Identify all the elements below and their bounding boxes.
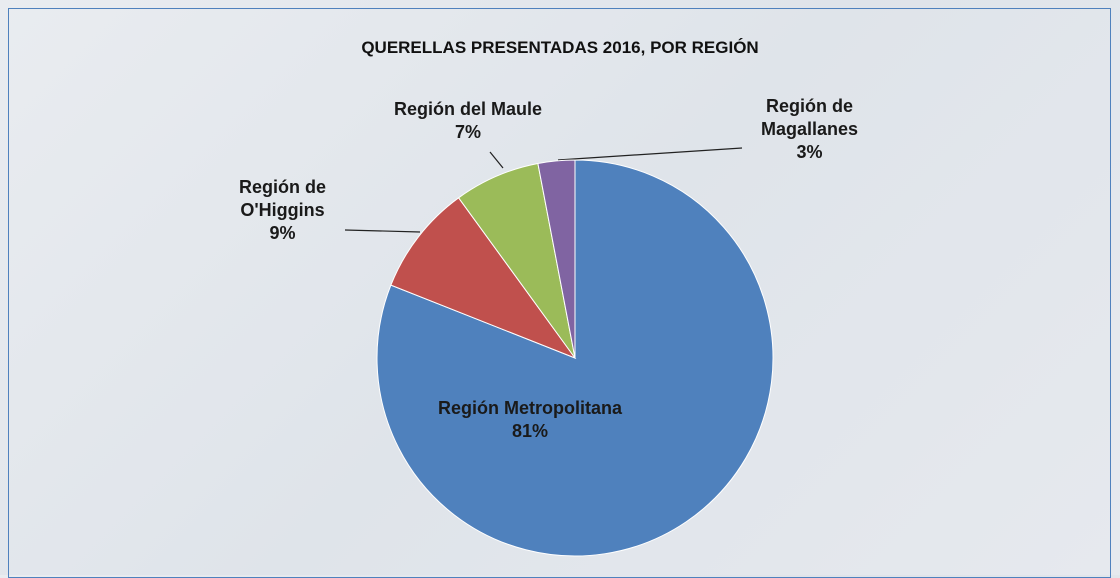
value-label: 9% (269, 223, 296, 243)
slice-label: Región de Magallanes 3% (742, 95, 877, 164)
chart-title: QUERELLAS PRESENTADAS 2016, POR REGIÓN (361, 38, 759, 57)
category-label: Región de Magallanes (760, 96, 859, 139)
category-label: Región Metropolitana (438, 398, 622, 418)
slice-label: Región Metropolitana 81% (400, 397, 660, 443)
category-label: Región de O'Higgins (238, 177, 326, 220)
pie-slice (537, 159, 576, 359)
pie-slice (390, 197, 577, 360)
leader-line (344, 229, 421, 233)
slice-label: Región de O'Higgins 9% (220, 176, 345, 245)
value-label: 81% (511, 421, 549, 441)
value-label: 7% (454, 122, 481, 142)
value-label: 3% (796, 142, 823, 162)
leader-line (489, 151, 504, 169)
category-label: Región del Maule (393, 99, 543, 119)
leader-line (557, 147, 743, 161)
slice-label: Región del Maule 7% (368, 98, 568, 144)
